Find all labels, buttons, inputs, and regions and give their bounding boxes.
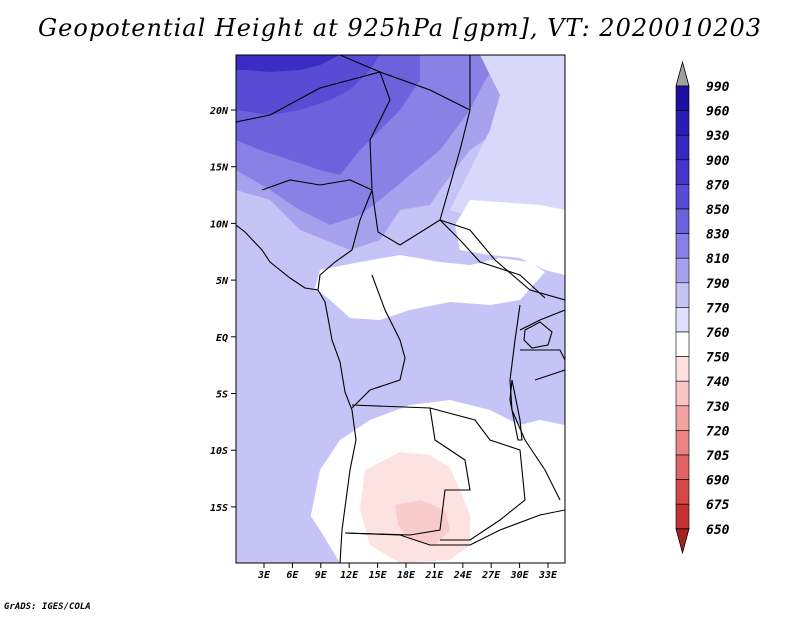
height-fill-field: [236, 55, 565, 563]
lat-tick-label: 15S: [210, 503, 228, 514]
fill-760-central: [315, 255, 545, 320]
border-car: [377, 219, 546, 299]
colorbar-swatch: [675, 282, 690, 308]
fill-740-south: [395, 500, 450, 545]
lon-tick-label: 6E: [286, 570, 299, 581]
colorbar-swatch: [675, 405, 690, 431]
lon-tick-label: 12E: [340, 570, 359, 581]
border-nigeria-cameroon: [317, 189, 373, 291]
colorbar-label: 760: [706, 326, 730, 341]
colorbar-label: 900: [706, 154, 730, 169]
longitude-axis: 3E 6E 9E 12E 15E 18E 21E 24E 27E 30E 33E: [257, 563, 558, 581]
colorbar-swatch: [675, 380, 690, 407]
border-angola: [344, 404, 471, 536]
lat-tick-label: 10N: [210, 219, 229, 230]
lat-tick-label: 15N: [210, 163, 229, 174]
colorbar-label: 930: [706, 129, 730, 144]
lat-tick-label: 10S: [210, 446, 228, 457]
lat-tick-label: 5N: [216, 276, 229, 287]
border-namibia-botswana: [344, 509, 565, 546]
colorbar-swatch: [675, 503, 690, 530]
colorbar-label: 790: [706, 277, 730, 292]
border-libya-chad: [339, 55, 391, 233]
lat-tick-label: EQ: [216, 333, 228, 344]
lake-victoria: [523, 321, 553, 349]
lon-tick-label: 21E: [424, 570, 444, 581]
colorbar-label: 810: [706, 252, 730, 267]
colorbar-label: 960: [706, 105, 730, 120]
country-borders: [236, 55, 565, 563]
colorbar-swatch: [675, 257, 690, 284]
colorbar-swatch: [675, 331, 690, 357]
border-niger-nigeria: [261, 179, 373, 191]
colorbar-swatch: [675, 307, 690, 333]
lat-tick-label: 5S: [216, 390, 228, 401]
colorbar-bottom-arrow: [675, 528, 690, 555]
lon-tick-label: 9E: [315, 570, 328, 581]
colorbar-swatch: [675, 356, 690, 382]
colorbar-label: 675: [706, 498, 730, 513]
fill-790-southwest: [236, 440, 340, 563]
colorbar-swatch: [675, 85, 690, 111]
colorbar-label: 705: [706, 449, 730, 464]
colorbar: 990 960 930 900 870 850 830 810 790 770 760 750 740 7…: [675, 60, 730, 555]
colorbar-swatch: [675, 479, 690, 505]
colorbar-label: 990: [706, 80, 730, 95]
colorbar-swatch: [675, 208, 690, 234]
lake-tanganyika: [509, 379, 523, 441]
lat-tick-label: 20N: [209, 106, 229, 117]
colorbar-label: 650: [706, 523, 730, 538]
colorbar-label: 850: [706, 203, 730, 218]
colorbar-label: 870: [706, 178, 730, 193]
map-title: Geopotential Height at 925hPa [gpm], VT:…: [38, 14, 762, 42]
colorbar-swatch: [675, 430, 690, 456]
fill-760-east: [455, 200, 565, 275]
lon-tick-label: 15E: [369, 570, 388, 581]
border-east-africa: [519, 309, 565, 381]
lon-tick-label: 33E: [538, 570, 558, 581]
grads-credit: GrADS: IGES/COLA: [4, 602, 91, 612]
colorbar-swatch: [675, 454, 690, 480]
lon-tick-label: 27E: [481, 570, 501, 581]
colorbar-swatch: [675, 159, 690, 185]
colorbar-swatch: [675, 233, 690, 259]
lon-tick-label: 3E: [257, 570, 271, 581]
border-algeria-niger: [236, 71, 471, 123]
border-zambia: [429, 407, 526, 541]
colorbar-label: 830: [706, 228, 730, 243]
colorbar-swatch: [675, 134, 690, 161]
lon-tick-label: 24E: [453, 570, 473, 581]
colorbar-label: 770: [706, 301, 730, 316]
colorbar-label: 740: [706, 375, 730, 390]
fill-990-north: [236, 55, 340, 72]
border-congo-drc: [351, 274, 406, 409]
lon-tick-label: 30E: [510, 570, 530, 581]
colorbar-label: 730: [706, 400, 730, 415]
lon-tick-label: 18E: [397, 570, 416, 581]
map-frame: [235, 54, 566, 564]
coastline-west-africa: [236, 224, 357, 563]
colorbar-label: 750: [706, 351, 730, 366]
colorbar-swatch: [675, 110, 690, 136]
latitude-axis: 20N 15N 10N 5N EQ 5S 10S 15S: [209, 106, 236, 514]
colorbar-swatch: [675, 184, 690, 210]
colorbar-top-arrow: [675, 60, 690, 87]
colorbar-label: 690: [706, 474, 730, 489]
colorbar-label: 720: [706, 424, 730, 439]
